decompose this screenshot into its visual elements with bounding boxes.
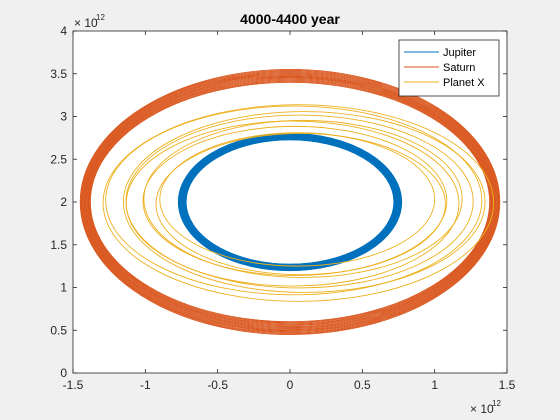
orbit-line <box>88 79 492 325</box>
orbit-line <box>143 119 463 278</box>
orbit-line <box>89 81 491 323</box>
x-axis-exponent: × 10 12 <box>470 399 501 416</box>
orbit-line <box>155 132 446 276</box>
legend-label: Planet X <box>443 77 485 89</box>
legend-box <box>398 39 500 97</box>
orbit-line <box>142 125 448 277</box>
orbit-line <box>81 70 499 334</box>
orbit-line <box>159 132 436 267</box>
orbit-line <box>83 73 497 331</box>
y-tick-label: 0 <box>60 366 67 380</box>
y-exponent-base: × 10 <box>74 16 98 30</box>
orbit-line <box>122 111 486 293</box>
y-tick-label: 2 <box>60 195 67 209</box>
orbit-line <box>125 114 474 289</box>
orbit-line <box>105 105 483 296</box>
x-tick-label: 0.5 <box>354 378 371 392</box>
y-axis-exponent: × 10 12 <box>74 13 105 30</box>
series-planet-x <box>102 104 495 302</box>
data-layer <box>79 69 501 335</box>
legend-item: Jupiter <box>404 47 476 59</box>
y-tick-label: 1.5 <box>50 238 67 252</box>
y-tick-label: 3.5 <box>50 67 67 81</box>
orbit-line <box>80 70 500 334</box>
series-saturn <box>79 69 501 335</box>
orbit-line <box>85 75 495 329</box>
x-tick-label: 1 <box>431 378 438 392</box>
y-tick-label: 4 <box>60 24 67 38</box>
orbit-line <box>102 104 495 302</box>
y-exponent-power: 12 <box>96 13 105 22</box>
legend-label: Jupiter <box>443 47 476 59</box>
orbit-line <box>82 72 498 332</box>
legend: Jupiter Saturn Planet X <box>398 39 500 97</box>
orbit-line <box>79 69 501 335</box>
orbit-line <box>89 80 491 324</box>
legend-item: Saturn <box>404 62 475 74</box>
y-tick-label: 1 <box>60 281 67 295</box>
orbit-line <box>82 71 498 333</box>
legend-item: Planet X <box>404 77 485 89</box>
orbit-line <box>84 74 496 330</box>
axes-layer: -1.5 -1 -0.5 0 0.5 1 1.5 0 0.5 1 1.5 2 2.5 3 3.5 4 <box>50 24 515 392</box>
x-tick-label: -0.5 <box>207 378 228 392</box>
x-tick-label: -1 <box>140 378 151 392</box>
y-tick-label: 3 <box>60 110 67 124</box>
x-tick-label: -1.5 <box>63 378 84 392</box>
x-exponent-power: 12 <box>492 399 501 408</box>
orbit-line <box>87 78 493 326</box>
x-exponent-base: × 10 <box>470 402 494 416</box>
y-tick-label: 0.5 <box>50 323 67 337</box>
chart-title: 4000-4400 year <box>240 11 340 27</box>
orbit-line <box>86 77 494 327</box>
y-tick-label: 2.5 <box>50 152 67 166</box>
x-tick-label: 0 <box>287 378 294 392</box>
legend-label: Saturn <box>443 62 475 74</box>
x-tick-label: 1.5 <box>499 378 516 392</box>
